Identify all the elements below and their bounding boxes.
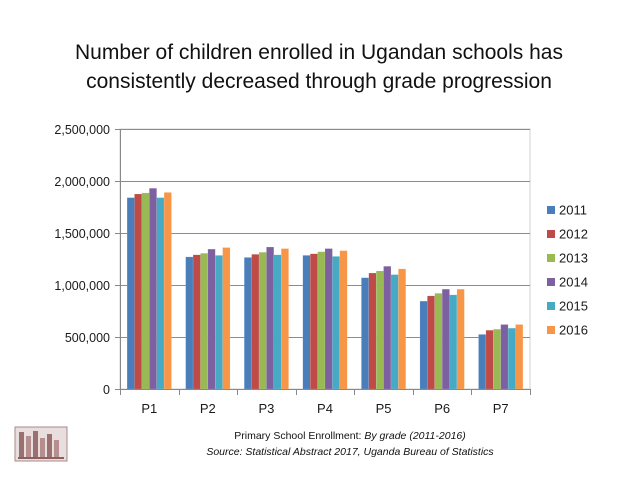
y-tick-label: 1,000,000: [54, 279, 110, 293]
caption-source-text: Source: Statistical Abstract 2017, Ugand…: [206, 446, 494, 458]
caption-label-italic: By grade (2011-2016): [364, 430, 466, 442]
bar-P7-2012: [485, 330, 494, 390]
bar-P7-2015: [507, 327, 516, 390]
axes: 0 500,000 1,000,000 1,500,000 2,000,000 2,500…: [54, 123, 531, 416]
caption-label: Primary School Enrollment:: [234, 430, 365, 442]
caption-line-1: Primary School Enrollment: By grade (201…: [150, 428, 550, 444]
bar-P7-2016: [515, 324, 524, 390]
slide-title: Number of children enrolled in Ugandan s…: [20, 38, 618, 96]
bar-P5-2013: [375, 270, 384, 390]
y-tick-label: 500,000: [65, 331, 110, 345]
legend-label-2012: 2012: [559, 227, 588, 242]
bar-P6-2011: [419, 300, 428, 390]
slide-title-line-1: Number of children enrolled in Ugandan s…: [75, 41, 563, 64]
bar-P1-2014: [149, 188, 157, 390]
bar-P4-2011: [302, 255, 311, 390]
bars: [126, 188, 524, 390]
legend-swatch-2016: [547, 326, 555, 334]
bar-P1-2011: [126, 197, 135, 390]
x-tick-label: P6: [434, 401, 450, 416]
bar-P3-2016: [281, 248, 289, 390]
bar-P7-2013: [493, 329, 501, 390]
legend-label-2016: 2016: [559, 323, 588, 338]
y-tick-label: 2,000,000: [54, 175, 110, 189]
bar-P1-2016: [163, 192, 172, 390]
legend-swatch-2015: [547, 302, 555, 310]
bar-P1-2012: [134, 193, 143, 390]
bar-P4-2015: [332, 256, 340, 390]
bar-P5-2016: [398, 268, 406, 390]
x-tick-label: P4: [317, 401, 333, 416]
bar-P3-2014: [266, 246, 275, 390]
bar-P5-2011: [361, 277, 369, 390]
y-tick-label: 1,500,000: [54, 227, 110, 241]
bar-P2-2016: [222, 247, 231, 390]
legend-swatch-2013: [547, 254, 555, 262]
x-tick-label: P2: [200, 401, 216, 416]
legend-label-2014: 2014: [559, 275, 588, 290]
legend-swatch-2011: [547, 206, 555, 214]
bar-P2-2015: [215, 255, 223, 390]
bar-P6-2013: [434, 293, 443, 390]
bar-P5-2015: [390, 274, 399, 390]
bar-P2-2014: [207, 248, 216, 390]
x-tick-label: P7: [493, 401, 509, 416]
slide-title-line-2: consistently decreased through grade pro…: [86, 70, 552, 93]
caption-source: Source: Statistical Abstract 2017, Ugand…: [150, 444, 550, 460]
bar-P6-2012: [427, 295, 435, 390]
bar-P6-2015: [449, 294, 458, 390]
bar-P1-2013: [141, 192, 150, 390]
bar-P7-2011: [478, 334, 487, 390]
legend: 2011 2012 2013 2014 2015 2016: [547, 203, 588, 338]
bar-P5-2012: [368, 272, 377, 390]
chart-caption: Primary School Enrollment: By grade (201…: [150, 428, 550, 460]
bar-P3-2011: [244, 257, 252, 390]
bar-P3-2015: [273, 254, 282, 390]
bar-P4-2012: [310, 253, 318, 390]
bar-P3-2012: [251, 254, 260, 390]
bar-P7-2014: [500, 324, 509, 390]
bar-P6-2016: [456, 288, 465, 390]
y-tick-label: 2,500,000: [54, 123, 110, 137]
legend-label-2011: 2011: [559, 203, 587, 218]
bar-P5-2014: [383, 266, 392, 390]
bar-P2-2011: [185, 256, 194, 390]
legend-swatch-2014: [547, 278, 555, 286]
bar-P6-2014: [441, 288, 450, 390]
bar-P4-2014: [324, 248, 333, 390]
bar-P3-2013: [258, 252, 267, 390]
x-tick-label: P5: [376, 401, 392, 416]
x-tick-label: P1: [141, 401, 157, 416]
bar-P4-2016: [339, 250, 348, 390]
x-tick-label: P3: [258, 401, 274, 416]
y-tick-label: 0: [103, 383, 110, 397]
organization-logo-icon: [14, 426, 68, 462]
bar-P2-2013: [200, 253, 209, 390]
legend-swatch-2012: [547, 230, 555, 238]
bar-P4-2013: [317, 251, 326, 390]
bar-P2-2012: [192, 254, 201, 390]
legend-label-2013: 2013: [559, 251, 588, 266]
bar-P1-2015: [156, 197, 165, 390]
legend-label-2015: 2015: [559, 299, 588, 314]
